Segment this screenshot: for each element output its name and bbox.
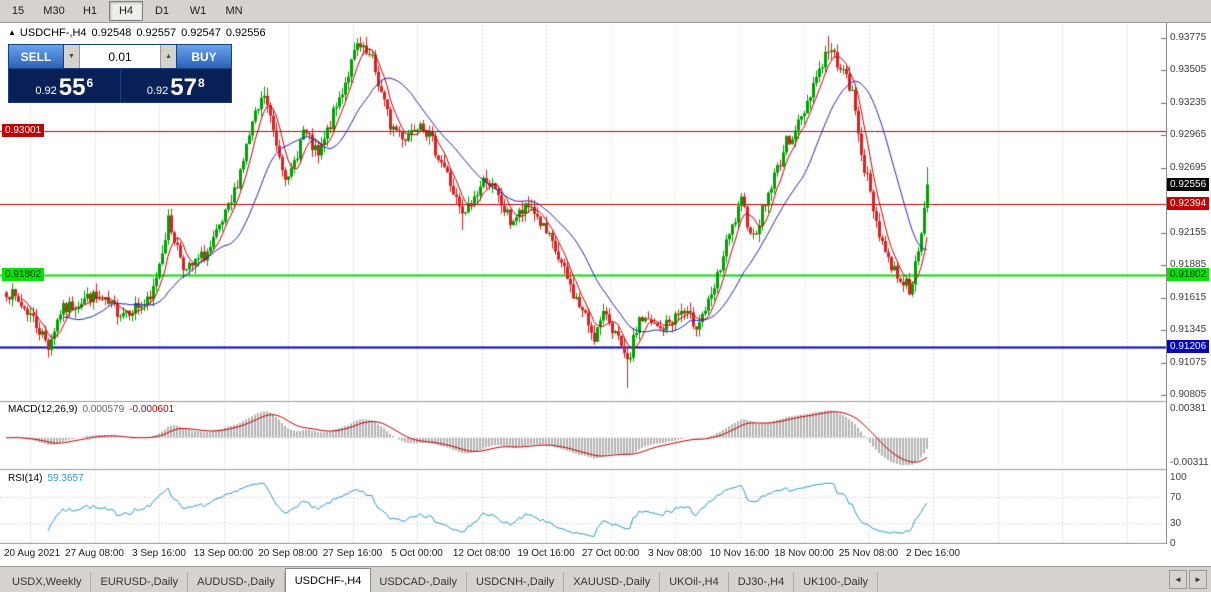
price-axis-label: 0.91885	[1170, 259, 1207, 271]
timeframe-button-h4[interactable]: H4	[109, 1, 143, 21]
macd-axis-label: 0.00381	[1170, 403, 1207, 414]
date-axis-label: 12 Oct 08:00	[452, 548, 511, 559]
tab-usdchf-h4[interactable]: USDCHF-,H4	[284, 568, 372, 592]
timeframe-button-w1[interactable]: W1	[189, 5, 207, 17]
rsi-axis-label: 0	[1170, 538, 1176, 549]
volume-increase-button[interactable]: ▲	[160, 45, 176, 68]
hline-price-label: 0.91802	[2, 268, 45, 282]
price-axis-label: 0.93505	[1170, 64, 1207, 76]
bid-price-prefix: 0.92	[35, 85, 57, 97]
rsi-axis-label: 30	[1170, 518, 1182, 530]
date-axis-label: 20 Aug 2021	[4, 548, 61, 559]
macd-axis-label: -0.00311	[1170, 457, 1209, 468]
chart-canvas[interactable]	[0, 23, 1166, 544]
rsi-axis-label: 70	[1170, 491, 1182, 503]
date-axis-label: 25 Nov 08:00	[838, 548, 899, 559]
rsi-name: RSI(14)	[8, 473, 43, 484]
tab-xauusd-daily[interactable]: XAUUSD-,Daily	[564, 572, 661, 592]
macd-indicator-label: MACD(12,26,9) 0.000579 -0.000601	[8, 404, 174, 415]
chart-ohlc-header: ▲ USDCHF-,H4 0.92548 0.92557 0.92547 0.92556	[8, 27, 266, 39]
bid-price-fraction: 6	[86, 76, 94, 90]
tab-audusd-daily[interactable]: AUDUSD-,Daily	[188, 572, 285, 592]
bid-price-pips: 55	[58, 74, 86, 101]
date-axis-label: 2 Dec 16:00	[906, 548, 960, 559]
rsi-axis-label: 100	[1170, 472, 1187, 483]
tab-uk100-daily[interactable]: UK100-,Daily	[794, 572, 879, 592]
tab-dj30-h4[interactable]: DJ30-,H4	[728, 572, 795, 592]
ohlc-open: 0.92548	[91, 27, 132, 39]
macd-signal-value: -0.000601	[129, 404, 175, 415]
date-axis-label: 19 Oct 16:00	[517, 548, 575, 559]
ask-price-pips: 57	[170, 74, 197, 101]
hline-price-label: 0.92394	[1167, 197, 1210, 211]
chart-symbol-period: USDCHF-,H4	[19, 27, 87, 39]
price-axis-label: 0.93775	[1170, 31, 1207, 43]
price-axis-label: 0.92155	[1170, 226, 1207, 238]
ask-price-display[interactable]: 0.92 57 8	[121, 69, 232, 102]
date-axis-label: 27 Sep 16:00	[322, 548, 383, 559]
hline-price-label: 0.93001	[2, 123, 45, 137]
ask-price-fraction: 8	[197, 76, 205, 90]
date-axis-label: 3 Nov 08:00	[648, 548, 702, 559]
tab-usdcnh-daily[interactable]: USDCNH-,Daily	[466, 572, 565, 592]
ohlc-high: 0.92557	[136, 27, 177, 39]
tab-ukoil-h4[interactable]: UKOil-,H4	[660, 572, 729, 592]
macd-name: MACD(12,26,9)	[8, 404, 78, 415]
date-axis-label: 27 Oct 00:00	[581, 548, 640, 559]
macd-main-value: 0.000579	[82, 404, 125, 415]
hline-price-label: 0.91802	[1167, 268, 1210, 282]
rsi-value: 59.3657	[47, 473, 84, 484]
ohlc-low: 0.92547	[181, 27, 221, 39]
buy-button[interactable]: BUY	[176, 45, 231, 68]
date-axis-label: 27 Aug 08:00	[65, 548, 124, 559]
date-axis-label: 20 Sep 08:00	[258, 548, 318, 559]
tab-eurusd-daily[interactable]: EURUSD-,Daily	[91, 572, 189, 592]
tab-usdx-weekly[interactable]: USDX,Weekly	[3, 572, 92, 592]
timeframe-button-mn[interactable]: MN	[225, 5, 243, 17]
rsi-indicator-label: RSI(14) 59.3657	[8, 473, 84, 484]
chart-marker-icon: ▲	[8, 28, 16, 37]
current-price-label: 0.92556	[1167, 177, 1210, 191]
date-axis-label: 18 Nov 00:00	[774, 548, 834, 559]
timeframe-button-d1[interactable]: D1	[154, 5, 170, 17]
ask-price-prefix: 0.92	[146, 85, 169, 97]
price-axis-label: 0.91075	[1170, 356, 1207, 368]
timeframe-button-m15[interactable]: 15	[11, 5, 25, 17]
date-axis-label: 3 Sep 16:00	[132, 548, 186, 559]
date-axis-label: 10 Nov 16:00	[709, 548, 770, 559]
tab-scroll-right-icon[interactable]: ►	[1189, 570, 1207, 589]
sell-button[interactable]: SELL	[9, 45, 64, 68]
hline-price-label: 0.91206	[1167, 340, 1210, 354]
date-axis-label: 5 Oct 00:00	[391, 548, 443, 559]
bid-price-display[interactable]: 0.92 55 6	[9, 69, 121, 102]
price-axis-label: 0.92695	[1170, 161, 1207, 173]
chart-tab-bar: USDX,Weekly EURUSD-,Daily AUDUSD-,Daily …	[0, 566, 1211, 592]
tab-scroll-left-icon[interactable]: ◄	[1169, 570, 1187, 589]
timeframe-button-h1[interactable]: H1	[82, 5, 98, 17]
price-axis-label: 0.93235	[1170, 96, 1207, 108]
date-axis-label: 13 Sep 00:00	[193, 548, 254, 559]
volume-input[interactable]: 0.01	[80, 45, 160, 68]
price-axis-label: 0.91345	[1170, 324, 1207, 336]
one-click-trading-panel: SELL ▼ 0.01 ▲ BUY 0.92 55 6 0.92 57 8	[8, 44, 232, 103]
tab-usdcad-daily[interactable]: USDCAD-,Daily	[370, 572, 467, 592]
price-axis	[1166, 23, 1211, 544]
price-axis-label: 0.91615	[1170, 291, 1207, 303]
ohlc-close: 0.92556	[225, 27, 266, 39]
timeframe-toolbar: 15 M30 H1 H4 D1 W1 MN	[0, 0, 1211, 23]
volume-decrease-button[interactable]: ▼	[64, 45, 80, 68]
price-axis-label: 0.92965	[1170, 129, 1207, 141]
price-axis-label: 0.90805	[1170, 389, 1207, 401]
timeframe-button-m30[interactable]: M30	[43, 5, 65, 17]
